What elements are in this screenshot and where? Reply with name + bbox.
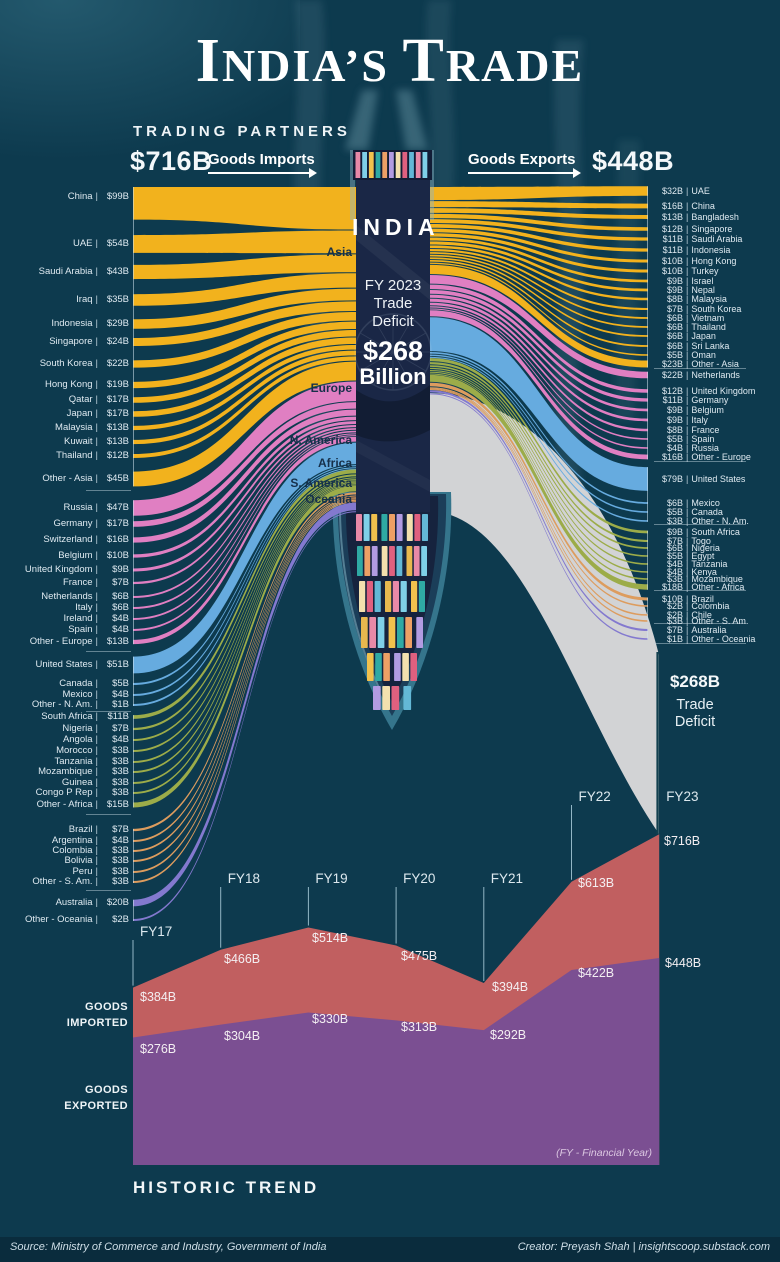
container-ship <box>332 492 452 730</box>
deficit-callout-line1: Trade <box>676 697 714 713</box>
imports-total: $716B <box>130 146 213 176</box>
imports-arrow-icon <box>208 168 317 178</box>
imports-direction-label: Goods Imports <box>208 151 315 168</box>
export-flows <box>430 186 648 640</box>
trade-deficit-flow <box>430 393 659 834</box>
center-trade-label: Trade <box>373 295 413 312</box>
deficit-callout-line2: Deficit <box>674 714 716 730</box>
footer-bar: Source: Ministry of Commerce and Industr… <box>0 1237 780 1262</box>
exports-total: $448B <box>592 146 675 176</box>
exports-direction-label: Goods Exports <box>468 151 576 168</box>
center-deficit-unit: Billion <box>359 364 427 389</box>
fy-footnote: (FY - Financial Year) <box>556 1147 652 1159</box>
legend-goods-exported: GOODS EXPORTED <box>64 1084 128 1112</box>
india-column <box>350 150 434 512</box>
legend-goods-imported: GOODS IMPORTED <box>66 1001 128 1029</box>
historic-trend-title: HISTORIC TREND <box>133 1178 320 1197</box>
center-fy-label: FY 2023 <box>364 277 422 294</box>
center-deficit-amount: $268 <box>362 336 424 366</box>
center-country-label: INDIA <box>352 214 440 240</box>
footer-creator: Creator: Preyash Shah | insightscoop.sub… <box>517 1241 770 1253</box>
corner-glow <box>0 0 300 160</box>
center-deficit-label: Deficit <box>372 313 414 330</box>
import-flows <box>133 187 356 921</box>
page-title: INDIA’S TRADE <box>195 27 585 95</box>
exports-arrow-icon <box>468 168 581 178</box>
deficit-callout-amount: $268B <box>669 672 721 691</box>
axis-lines <box>86 186 746 921</box>
section-label: TRADING PARTNERS <box>133 123 351 140</box>
footer-source: Source: Ministry of Commerce and Industr… <box>10 1241 327 1253</box>
historic-trend-areas <box>132 805 660 1165</box>
